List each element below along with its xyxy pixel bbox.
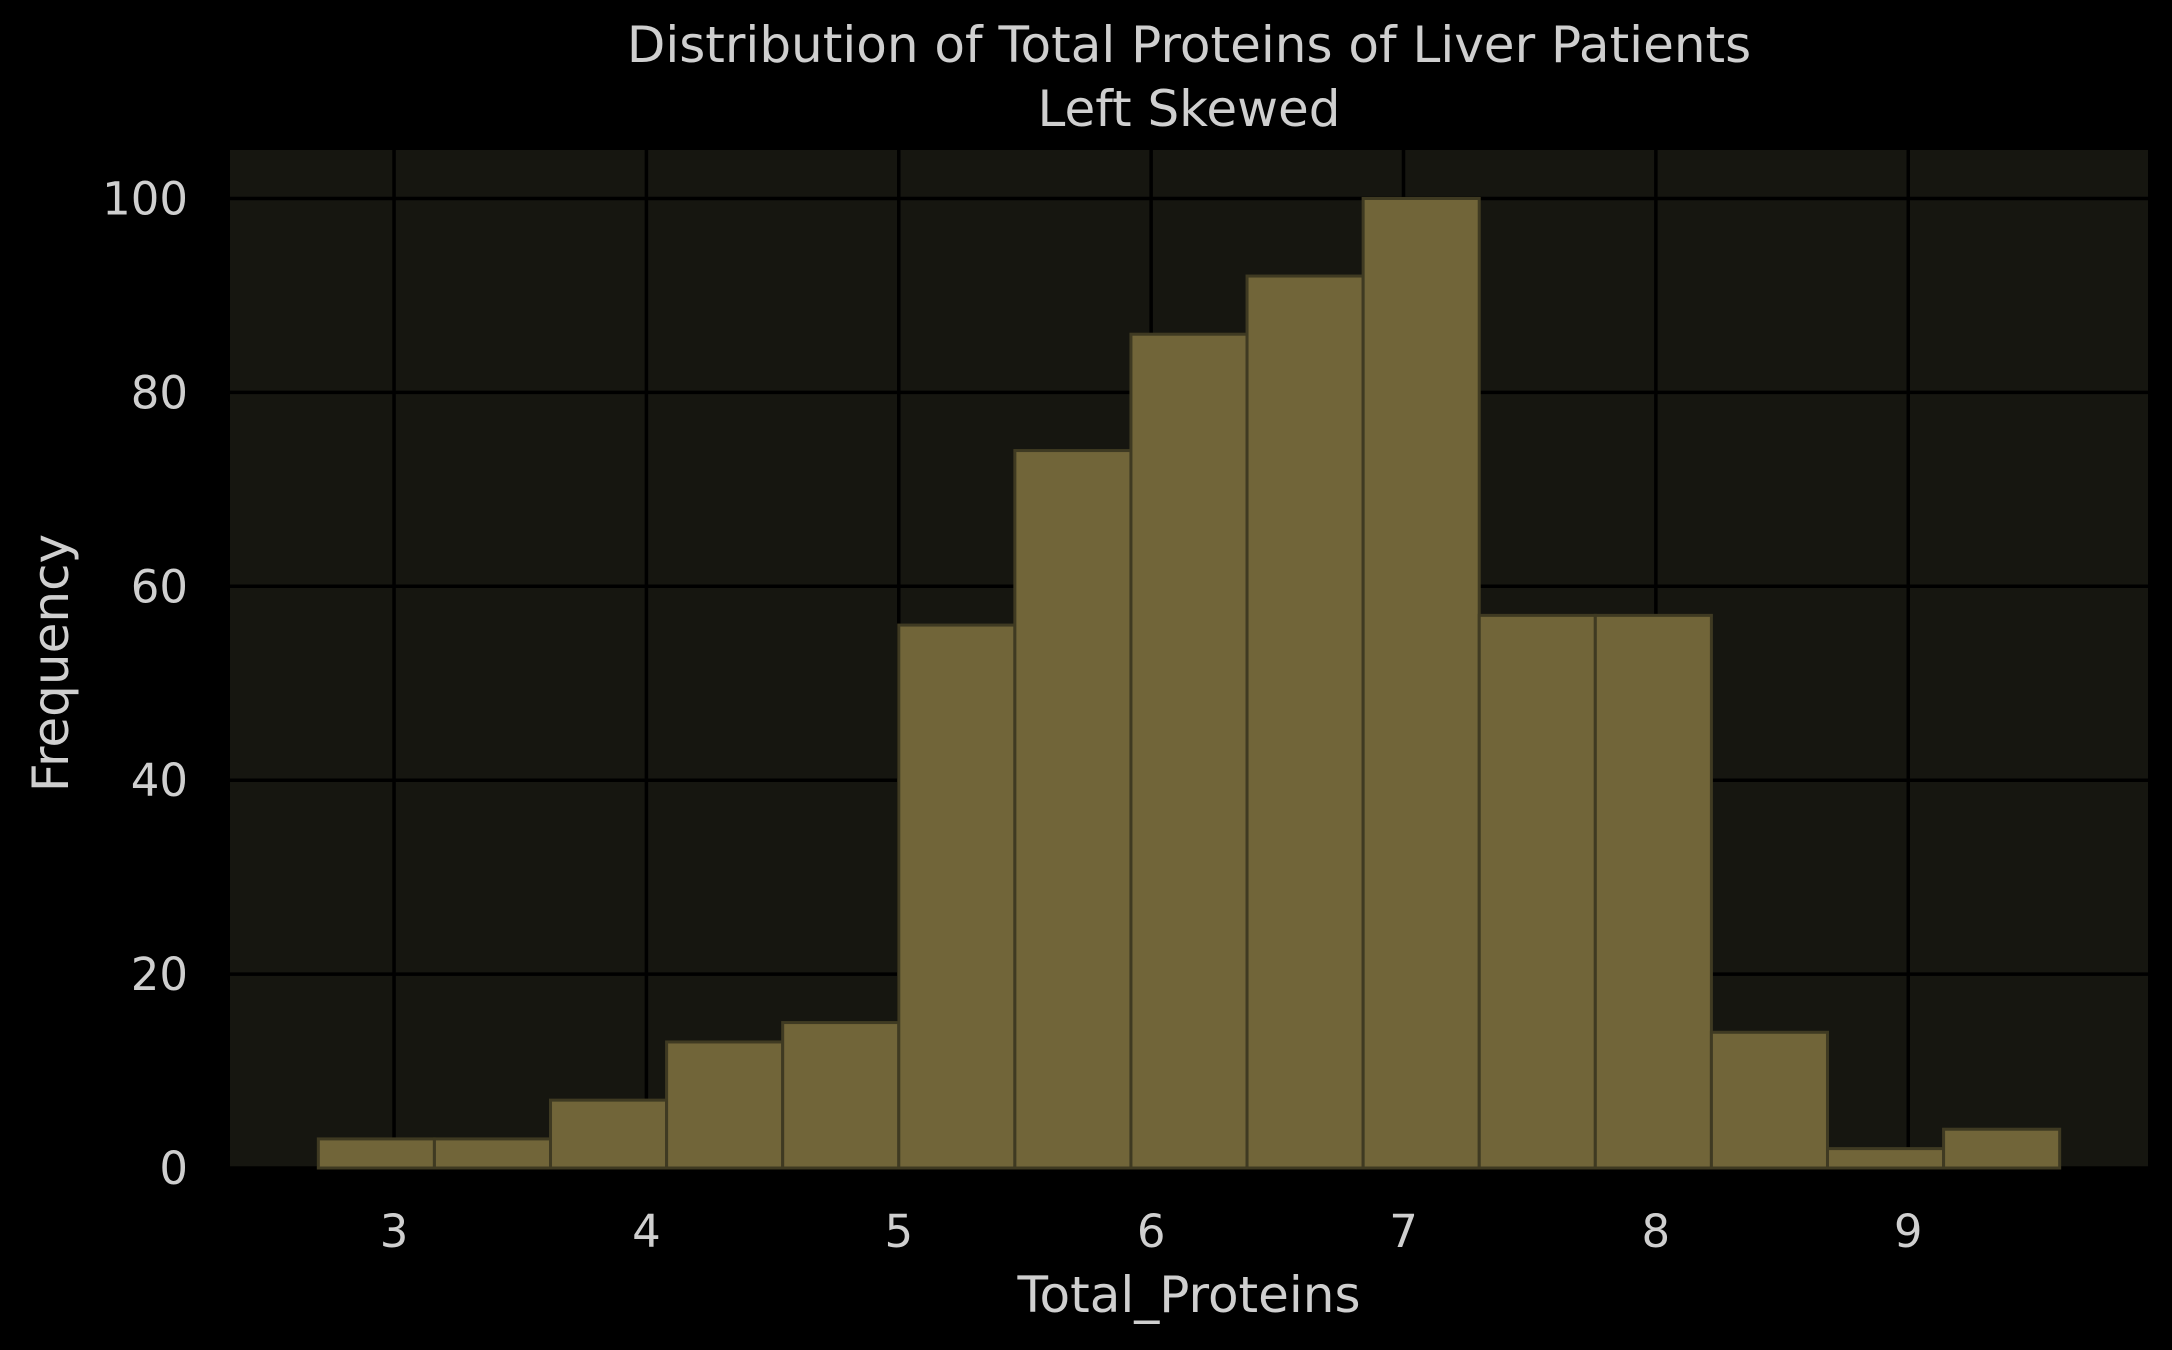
- histogram-bar: [1013, 449, 1133, 1170]
- histogram-bar: [1361, 196, 1481, 1170]
- histogram-bar: [781, 1021, 901, 1170]
- histogram-bar: [665, 1040, 785, 1170]
- histogram-bar: [1477, 613, 1597, 1170]
- histogram-bar: [1245, 274, 1365, 1170]
- y-tick-label: 60: [131, 560, 188, 613]
- x-tick-label: 4: [632, 1205, 661, 1258]
- histogram-bar: [549, 1098, 669, 1170]
- x-axis-ticks: 3 4 5 6 7 8 9: [380, 1205, 1923, 1258]
- histogram-bar: [897, 623, 1017, 1170]
- histogram-bar: [432, 1137, 553, 1170]
- y-tick-label: 100: [102, 172, 188, 225]
- y-tick-label: 40: [131, 754, 188, 807]
- x-tick-label: 5: [884, 1205, 913, 1258]
- histogram-bar: [1593, 613, 1713, 1170]
- histogram-bar: [1942, 1127, 2062, 1170]
- histogram-bar: [1709, 1030, 1829, 1170]
- y-axis-label: Frequency: [22, 534, 80, 792]
- y-tick-label: 20: [131, 948, 188, 1001]
- x-tick-label: 7: [1389, 1205, 1418, 1258]
- x-axis-label: Total_Proteins: [1016, 1266, 1360, 1324]
- chart-title: Distribution of Total Proteins of Liver …: [627, 16, 1751, 74]
- histogram-bar: [1825, 1147, 1946, 1170]
- x-tick-label: 3: [380, 1205, 409, 1258]
- x-tick-label: 9: [1894, 1205, 1923, 1258]
- histogram-bar: [1129, 332, 1249, 1170]
- x-tick-label: 8: [1642, 1205, 1671, 1258]
- y-tick-label: 80: [131, 366, 188, 419]
- histogram-bar: [316, 1137, 436, 1170]
- y-axis-ticks: 0 20 40 60 80 100: [102, 172, 188, 1195]
- histogram-bars: [316, 196, 2062, 1170]
- y-tick-label: 0: [159, 1142, 188, 1195]
- chart-subtitle: Left Skewed: [1037, 80, 1340, 138]
- x-tick-label: 6: [1137, 1205, 1166, 1258]
